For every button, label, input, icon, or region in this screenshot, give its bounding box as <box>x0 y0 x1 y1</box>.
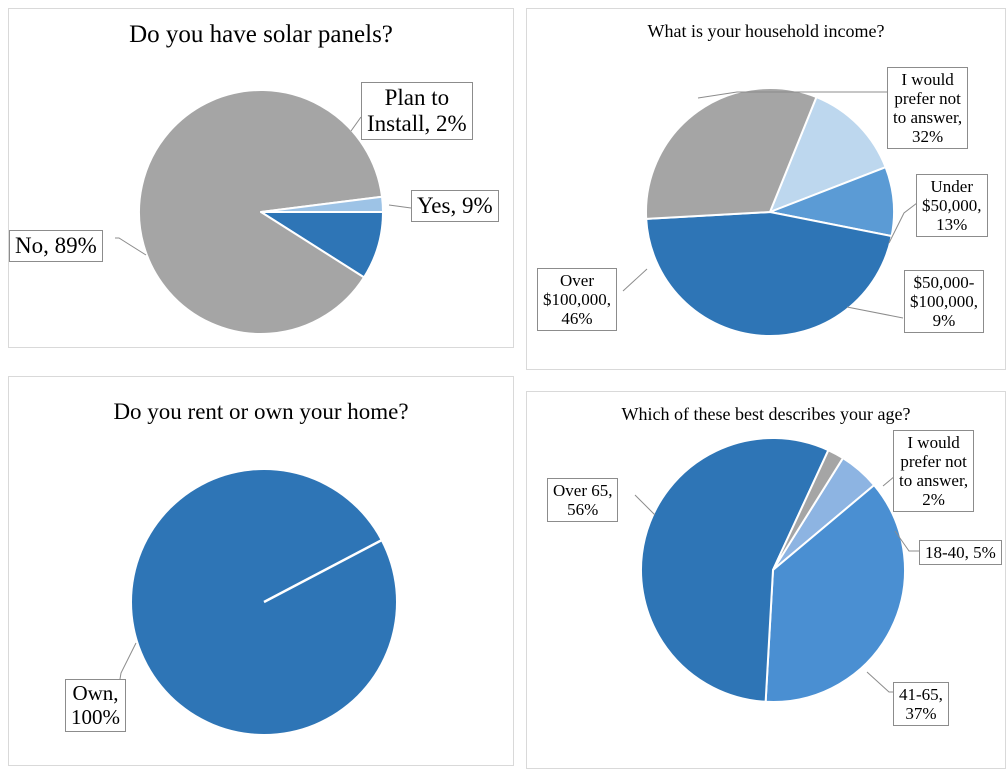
leader-line <box>622 268 648 292</box>
pie-slice-over-65 <box>640 436 830 703</box>
leader-line <box>894 530 919 552</box>
pie-svg <box>622 87 918 337</box>
leader-line <box>634 494 656 516</box>
pie-svg <box>115 89 412 335</box>
data-label-41-65: 41-65, 37% <box>893 682 949 727</box>
chart-title: Do you rent or own your home? <box>113 399 409 424</box>
pie-svg <box>118 470 396 734</box>
chart-solar-panels: Do you have solar panels? Plan to Install… <box>8 8 514 348</box>
leader-line <box>697 91 895 99</box>
pie-slice-41-65 <box>764 484 906 703</box>
chart-household-income: What is your household income? I would pr… <box>526 8 1006 370</box>
pie-slice-i-would-prefer-not-to-answer <box>772 449 844 571</box>
leader-line <box>388 204 412 209</box>
data-label-prefer-not: I would prefer not to answer, 2% <box>893 430 975 513</box>
data-label-under-50000: Under $50,000, 13% <box>916 174 988 238</box>
chart-title: Do you have solar panels? <box>129 21 393 48</box>
leader-line <box>846 306 904 319</box>
chart-title: Which of these best describes your age? <box>621 404 911 424</box>
data-label-over-100000: Over $100,000, 46% <box>537 268 617 332</box>
data-label-50000-100000: $50,000- $100,000, 9% <box>904 270 984 334</box>
pie-slice-plan-to-install <box>260 195 385 213</box>
data-label-18-40: 18-40, 5% <box>919 540 1002 566</box>
chart-title: What is your household income? <box>647 21 885 41</box>
data-label-own: Own, 100% <box>65 679 126 733</box>
chart-age: Which of these best describes your age? … <box>526 391 1006 769</box>
pie-slice-over-100-000 <box>645 211 893 337</box>
pie-svg <box>634 436 919 703</box>
data-label-prefer-not: I would prefer not to answer, 32% <box>887 67 969 150</box>
data-label-yes: Yes, 9% <box>411 190 499 222</box>
chart-rent-or-own: Do you rent or own your home? Own, 100% <box>8 376 514 766</box>
leader-line <box>866 671 893 693</box>
data-label-plan-to-install: Plan to Install, 2% <box>361 82 473 140</box>
leader-line <box>350 116 362 132</box>
leader-line <box>888 202 918 244</box>
leader-line <box>115 237 147 256</box>
seam-line <box>263 538 383 604</box>
pie-slice-under-50-000 <box>769 96 887 213</box>
data-label-over-65: Over 65, 56% <box>547 478 619 523</box>
pie-slice-i-would-prefer-not-to-answer <box>645 87 818 220</box>
data-label-no: No, 89% <box>9 230 103 262</box>
